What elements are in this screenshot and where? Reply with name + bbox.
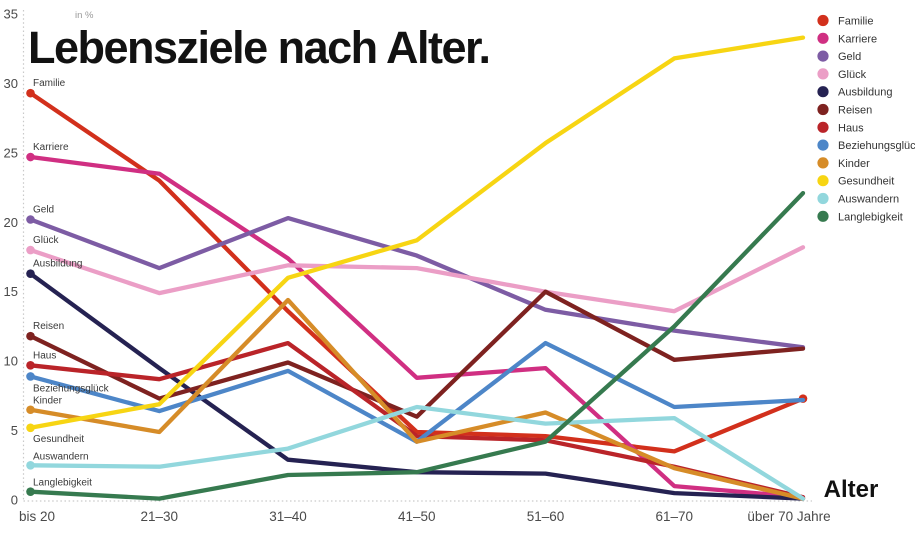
legend-item-beziehungsgl-ck: Beziehungsglück [817,139,915,152]
x-tick-label-21-30: 21–30 [140,509,178,524]
series-label-ausbildung: Ausbildung [33,259,82,270]
legend-label: Reisen [838,105,872,117]
series-line-langlebigkeit [28,190,806,501]
series-label-karriere: Karriere [33,142,69,153]
legend-swatch-icon [817,50,829,62]
legend-swatch-icon [817,32,829,44]
series-line-reisen [28,289,806,419]
legend-item-kinder: Kinder [817,157,870,170]
series-line-geld [28,215,806,350]
legend-item-ausbildung: Ausbildung [817,86,892,99]
y-tick-label: 35 [4,6,18,21]
legend-label: Langlebigkeit [838,211,903,223]
legend-swatch-icon [817,121,829,133]
series-line-familie [28,90,806,454]
legend-label: Beziehungsglück [838,140,915,152]
chart-title: Lebensziele nach Alter. [28,22,491,73]
series-start-dot-familie [26,88,35,98]
y-tick-label: 15 [4,284,18,299]
legend-swatch-icon [817,14,829,27]
legend-label: Glück [838,69,867,81]
x-tick-label-bis-20: bis 20 [19,509,55,524]
series-line-kinder [28,297,806,501]
y-tick-label: 20 [4,215,18,230]
series-line-karriere [28,154,806,500]
legend-label: Karriere [838,33,877,45]
series-start-dot-kinder [26,405,35,415]
legend-label: Haus [838,122,864,134]
y-tick-label: 25 [4,145,18,160]
series-start-dot-beziehungsgl-ck [26,372,35,381]
legend-item-geld: Geld [817,50,861,63]
legend-item-auswandern: Auswandern [817,192,899,206]
legend-label: Gesundheit [838,176,894,188]
legend-item-reisen: Reisen [817,103,872,117]
legend-item-langlebigkeit: Langlebigkeit [817,210,903,223]
legend-item-haus: Haus [817,121,864,134]
y-axis-unit-label: in % [75,10,94,21]
series-label-beziehungsgl-ck: Beziehungsglück [33,383,110,394]
series-label-auswandern: Auswandern [33,451,89,462]
legend-swatch-icon [817,139,829,151]
legend-item-familie: Familie [817,14,873,28]
x-tick-label-41-50: 41–50 [398,509,436,524]
series-line-gl-ck [28,245,806,314]
legend-item-gl-ck: Glück [817,68,867,81]
legend-item-gesundheit: Gesundheit [817,175,894,188]
legend-swatch-icon [817,103,829,116]
series-start-dot-ausbildung [26,269,35,278]
legend-swatch-icon [817,192,829,205]
series-label-gl-ck: Glück [33,235,60,246]
y-tick-label: 10 [4,354,18,369]
series-start-dot-karriere [26,152,35,162]
y-tick-label: 0 [11,493,18,508]
legend-swatch-icon [817,68,829,80]
x-axis-title: Alter [824,476,879,503]
y-tick-label: 30 [4,76,18,91]
legend-label: Geld [838,51,861,63]
legend-swatch-icon [817,157,829,169]
series-label-langlebigkeit: Langlebigkeit [33,478,92,489]
legend-swatch-icon [817,86,829,98]
series-start-dot-gl-ck [26,245,35,255]
series-label-geld: Geld [33,205,54,216]
legend-swatch-icon [817,175,829,187]
series-label-gesundheit: Gesundheit [33,434,84,445]
x-tick-label-31-40: 31–40 [269,509,307,524]
legend-label: Auswandern [838,194,899,206]
series-label-kinder: Kinder [33,396,63,407]
series-line-gesundheit [28,35,806,430]
legend-label: Ausbildung [838,87,892,99]
legend-label: Familie [838,16,873,28]
series-start-dot-geld [26,215,35,224]
series-label-haus: Haus [33,350,56,361]
series-line-auswandern [28,404,806,501]
series-start-dot-haus [26,361,35,370]
series-start-dot-auswandern [26,460,35,470]
legend-label: Kinder [838,158,870,170]
legend-swatch-icon [817,210,829,222]
series-start-dot-langlebigkeit [26,487,35,496]
series-label-reisen: Reisen [33,321,64,332]
series-label-familie: Familie [33,78,66,89]
x-tick-label-51-60: 51–60 [527,509,565,524]
x-tick-label--ber-70-jahre: über 70 Jahre [747,509,830,524]
y-tick-label: 5 [11,423,18,438]
series-start-dot-gesundheit [26,423,35,433]
x-tick-label-61-70: 61–70 [655,509,693,524]
legend-item-karriere: Karriere [817,32,877,45]
series-start-dot-reisen [26,331,35,341]
